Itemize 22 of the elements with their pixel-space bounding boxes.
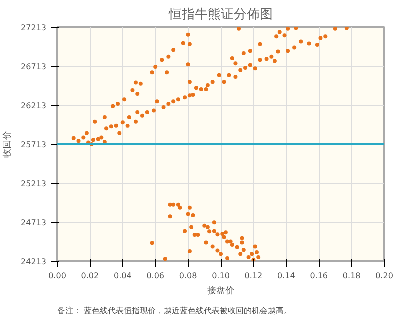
x-tick-label: 0.20 xyxy=(376,272,394,280)
x-tick-label: 0.18 xyxy=(342,272,361,280)
x-tick-label: 0.14 xyxy=(277,272,296,280)
x-tick-label: 0.06 xyxy=(146,272,165,280)
x-tick-label: 0.10 xyxy=(212,272,230,280)
x-tick-label: 0.08 xyxy=(179,272,198,280)
y-tick-label: 25713 xyxy=(21,140,47,150)
y-tick-label: 26713 xyxy=(21,62,47,72)
chart-title: 恒指牛熊证分佈图 xyxy=(168,8,273,22)
y-axis-title: 收回价 xyxy=(2,131,14,158)
x-tick-label: 0.00 xyxy=(48,272,66,280)
x-tick-label: 0.12 xyxy=(244,272,263,280)
x-axis-title: 接盘价 xyxy=(208,286,234,296)
y-tick-label: 24213 xyxy=(21,258,47,266)
x-tick-label: 0.04 xyxy=(114,272,132,280)
y-tick-label: 27213 xyxy=(21,24,47,32)
y-tick-label: 25213 xyxy=(21,180,47,188)
x-tick-label: 0.02 xyxy=(81,272,100,280)
x-tick-label: 0.16 xyxy=(310,272,328,280)
y-tick-label: 26213 xyxy=(21,102,47,110)
y-tick-label: 24713 xyxy=(21,218,47,228)
text: 备注： 蓝色线代表恒指现价，越近蓝色线代表被收回的机会越高。 xyxy=(58,306,292,316)
